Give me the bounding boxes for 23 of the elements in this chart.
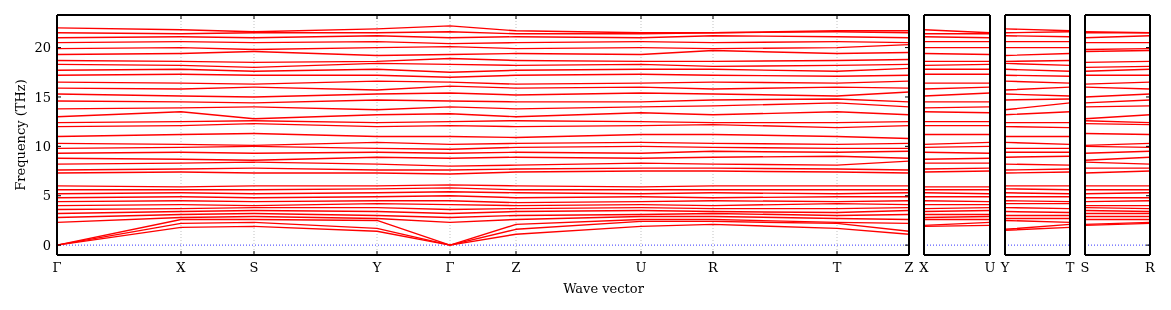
- y-tick-label: 0: [42, 237, 51, 253]
- x-tick-label: X: [919, 260, 930, 275]
- x-tick-label: Z: [511, 260, 521, 275]
- x-axis-title: Wave vector: [563, 281, 645, 296]
- x-tick-label: Z: [904, 260, 914, 275]
- x-tick-label: X: [176, 260, 187, 275]
- x-tick-label: R: [1145, 260, 1157, 275]
- x-tick-label: Γ: [52, 260, 62, 275]
- y-tick-label: 20: [34, 40, 51, 56]
- y-tick-label: 15: [34, 89, 51, 105]
- x-tick-label: Y: [999, 260, 1010, 275]
- x-tick-label: S: [1080, 260, 1090, 275]
- x-tick-label: Γ: [445, 260, 455, 275]
- x-tick-label: U: [984, 260, 996, 275]
- x-tick-label: T: [832, 260, 842, 275]
- y-tick-label: 10: [34, 138, 51, 154]
- x-tick-label: Y: [371, 260, 382, 275]
- x-tick-label: R: [708, 260, 720, 275]
- y-axis-title: Frequency (THz): [13, 79, 28, 191]
- x-tick-label: S: [249, 260, 259, 275]
- x-tick-label: T: [1065, 260, 1075, 275]
- x-tick-label: U: [635, 260, 647, 275]
- y-tick-label: 5: [42, 188, 51, 204]
